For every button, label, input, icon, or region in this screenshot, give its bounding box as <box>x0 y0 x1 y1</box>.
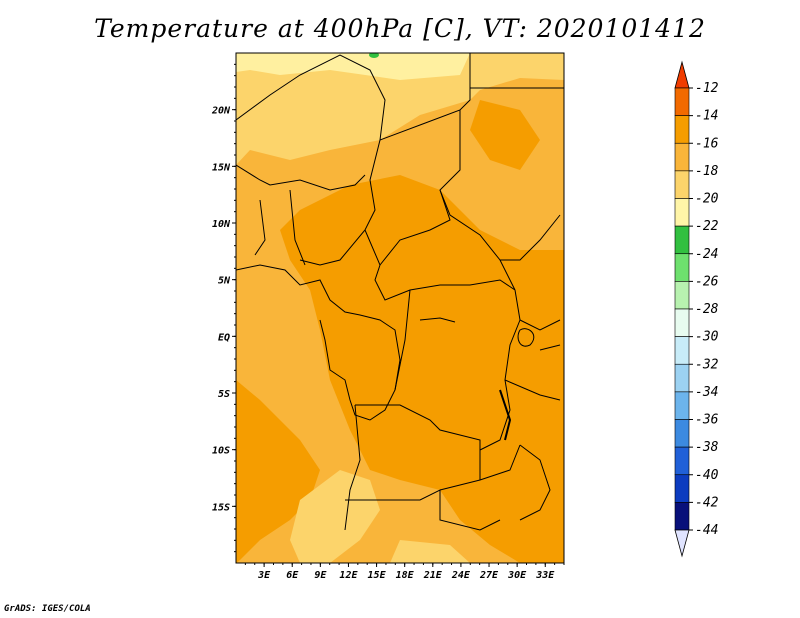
lon-tick-label: 33E <box>535 570 555 581</box>
colorbar-segment <box>674 502 690 531</box>
green-spot <box>369 53 379 58</box>
longitude-axis: 3E 6E 9E 12E 15E 18E 21E 24E 27E 30E 33E <box>244 563 565 581</box>
colorbar-segment <box>674 87 690 116</box>
border-west-4 <box>289 189 306 266</box>
grads-credit: GrADS: IGES/COLA <box>4 604 91 614</box>
colorbar-segment <box>674 142 690 172</box>
lon-tick-label: 18E <box>396 570 415 581</box>
border-angola-west <box>344 404 361 531</box>
band-yellow-south <box>290 470 380 563</box>
colorbar-label: -16 <box>695 136 719 151</box>
band-pale-north <box>236 53 470 80</box>
lake-tanganyika <box>499 389 512 441</box>
colorbar-label: -30 <box>695 330 719 345</box>
border-chad <box>379 189 451 266</box>
colorbar: -12 -14 -16 -18 -20 -22 -24 -26 -28 -30 -32 -34 -36 -… <box>674 60 719 558</box>
band-orange-sw <box>236 380 320 563</box>
band-yellow-ne <box>470 53 564 100</box>
lake-victoria <box>517 328 535 347</box>
lon-tick-label: 15E <box>368 570 387 581</box>
colorbar-bottom-arrow <box>674 529 690 558</box>
lat-tick-label: 20N <box>211 106 231 117</box>
lon-tick-label: 9E <box>314 570 327 581</box>
colorbar-label: -44 <box>695 523 718 538</box>
colorbar-segment <box>674 474 690 503</box>
band-yellow-north <box>236 53 470 165</box>
band-yellow-south2 <box>390 540 470 563</box>
border-angola <box>355 404 481 480</box>
temperature-field <box>236 53 564 563</box>
colorbar-label: -36 <box>695 413 719 428</box>
colorbar-segment <box>674 363 690 393</box>
colorbar-segment <box>674 391 690 420</box>
band-orange-ne <box>470 100 540 170</box>
lon-tick-label: 3E <box>257 570 271 581</box>
map-frame <box>235 52 565 564</box>
colorbar-label: -18 <box>695 164 719 179</box>
map-title: Temperature at 400hPa [C], VT: 202010141… <box>94 14 706 43</box>
lon-tick-label: 21E <box>423 570 443 581</box>
band-orange-core <box>280 175 564 563</box>
colorbar-segment <box>674 281 690 310</box>
colorbar-segment <box>674 253 690 282</box>
colorbar-label: -38 <box>695 440 719 455</box>
lon-tick-label: 27E <box>479 570 499 581</box>
colorbar-label: -12 <box>695 81 719 96</box>
lat-tick-label: EQ <box>218 332 230 343</box>
colorbar-label: -20 <box>695 192 719 207</box>
lon-tick-label: 6E <box>286 570 299 581</box>
lat-tick-label: 15S <box>212 502 230 513</box>
lat-tick-label: 15N <box>212 162 231 173</box>
colorbar-label: -14 <box>695 109 718 124</box>
colorbar-top-arrow <box>674 60 690 89</box>
lat-tick-label: 5S <box>218 389 230 400</box>
colorbar-label: -26 <box>695 274 719 289</box>
colorbar-label: -28 <box>695 302 719 317</box>
colorbar-label: -40 <box>695 468 719 483</box>
border-ss <box>500 214 561 261</box>
coastline-gulf-guinea <box>236 264 401 421</box>
lon-tick-label: 24E <box>451 570 471 581</box>
colorbar-segment <box>674 419 690 448</box>
border-kenya <box>539 344 561 351</box>
colorbar-label: -22 <box>695 219 719 234</box>
border-west-3 <box>254 199 266 256</box>
lat-tick-label: 10N <box>212 219 231 230</box>
lat-tick-label: 5N <box>218 276 231 287</box>
border-congo <box>394 289 411 391</box>
lat-tick-label: 10S <box>212 446 230 457</box>
colorbar-segment <box>674 308 690 337</box>
colorbar-label: -24 <box>695 247 718 262</box>
border-zambia <box>439 444 521 491</box>
border-moz <box>519 444 551 521</box>
border-tanz <box>504 379 561 401</box>
colorbar-label: -34 <box>695 385 718 400</box>
colorbar-segment <box>674 446 690 476</box>
country-borders <box>236 53 564 531</box>
colorbar-segment <box>674 198 690 227</box>
river-congo <box>419 317 456 323</box>
colorbar-label: -42 <box>695 495 719 510</box>
colorbar-segment <box>674 170 690 199</box>
colorbar-segment <box>674 336 690 365</box>
lon-tick-label: 12E <box>339 570 358 581</box>
border-west-2 <box>236 164 366 191</box>
latitude-axis: 20N 15N 10N 5N EQ 5S 10S 15S <box>211 63 236 553</box>
border-uganda <box>519 319 561 331</box>
colorbar-segment <box>674 225 690 255</box>
lon-tick-label: 30E <box>507 570 527 581</box>
colorbar-label: -32 <box>695 357 719 372</box>
colorbar-segment <box>674 115 690 144</box>
